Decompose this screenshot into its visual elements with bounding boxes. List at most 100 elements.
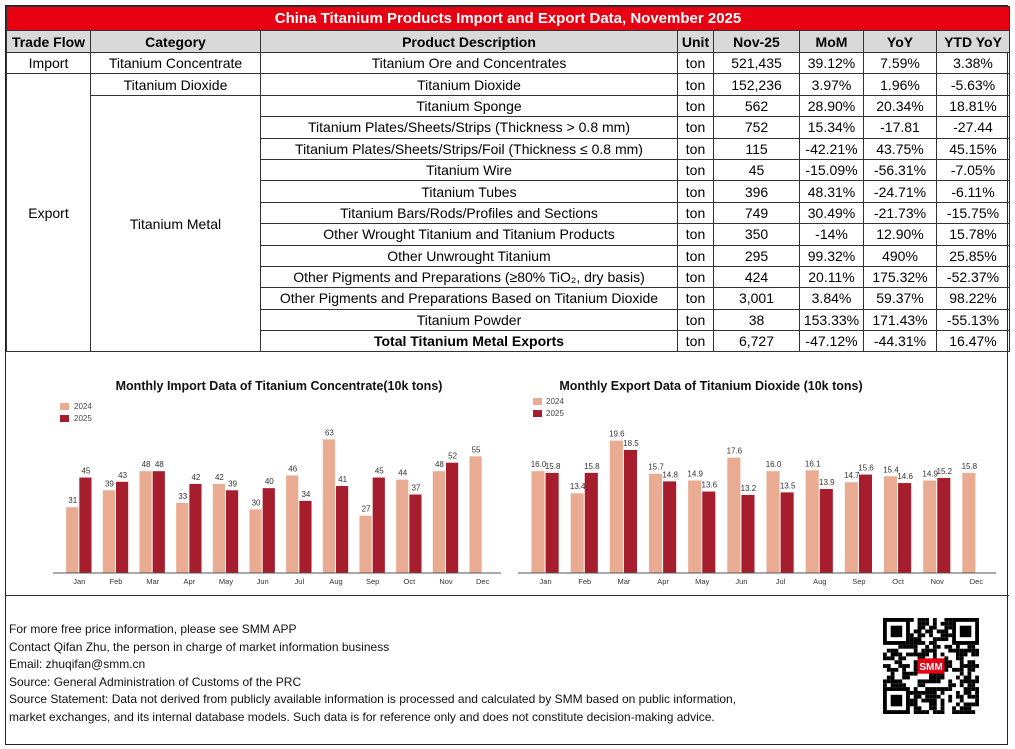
- qr-module: [932, 641, 937, 645]
- x-tick-label: Jan: [540, 577, 552, 586]
- data-label: 15.8: [545, 462, 561, 471]
- qr-module: [886, 664, 891, 668]
- qr-module: [959, 683, 964, 688]
- bar-2024: [805, 470, 819, 573]
- qr-module: [955, 656, 960, 661]
- qr-module: [952, 667, 956, 672]
- qr-module: [967, 660, 972, 665]
- qr-module: [932, 702, 937, 707]
- table-row: Other Pigments and Preparations Based on…: [7, 287, 1010, 310]
- x-tick-label: Sep: [366, 577, 379, 586]
- bar-2024: [66, 507, 79, 573]
- unit-cell: ton: [677, 73, 714, 96]
- bar-2025: [898, 483, 912, 573]
- qr-module: [948, 660, 953, 665]
- qr-module: [929, 625, 933, 630]
- product-cell: Titanium Tubes: [260, 180, 678, 203]
- yoy-cell: 20.34%: [863, 94, 937, 118]
- data-label: 19.6: [609, 430, 625, 439]
- qr-module: [929, 698, 933, 703]
- qr-module: [917, 694, 922, 699]
- qr-module: [917, 690, 922, 695]
- qr-module: [894, 667, 899, 672]
- table-row: Titanium Tubes ton 396 48.31% -24.71% -6.11%: [7, 180, 1010, 203]
- qr-module: [929, 694, 933, 699]
- unit-cell: ton: [677, 223, 714, 246]
- data-label: 40: [265, 477, 274, 486]
- qr-module: [948, 694, 953, 699]
- qr-module: [929, 675, 933, 680]
- report: China Titanium Products Import and Expor…: [5, 5, 1010, 745]
- qr-module: [894, 648, 899, 653]
- value-cell: 396: [713, 180, 800, 203]
- qr-module: [967, 694, 972, 699]
- column-header: Category: [90, 30, 261, 53]
- qr-module: [944, 687, 949, 691]
- qr-module: [925, 629, 930, 634]
- data-label: 30: [252, 498, 261, 507]
- qr-module: [940, 687, 945, 691]
- qr-module: [944, 618, 949, 622]
- table-row: Import Titanium Concentrate Titanium Ore a…: [6, 51, 1010, 75]
- qr-module: [932, 625, 937, 630]
- bar-2025: [780, 492, 794, 573]
- bar-2024: [102, 490, 115, 573]
- qr-module: [948, 621, 953, 626]
- bar-2025: [545, 472, 559, 573]
- qr-module: [971, 683, 976, 688]
- data-label: 41: [338, 475, 347, 484]
- value-cell: 350: [713, 223, 800, 246]
- table-row: Titanium Plates/Sheets/Strips (Thickness…: [7, 116, 1010, 139]
- qr-module: [944, 660, 949, 665]
- qr-module: [963, 706, 968, 711]
- qr-module: [963, 648, 968, 653]
- qr-code[interactable]: SMM: [883, 618, 979, 714]
- qr-module: [898, 644, 903, 649]
- data-label: 52: [448, 452, 457, 461]
- qr-module: [917, 652, 922, 657]
- qr-module: [925, 698, 930, 703]
- qr-module: [913, 671, 918, 676]
- qr-module: [971, 652, 976, 657]
- column-header: Unit: [677, 30, 714, 53]
- product-cell: Other Wrought Titanium and Titanium Prod…: [260, 223, 678, 246]
- qr-module: [898, 656, 903, 661]
- qr-module: [940, 675, 945, 680]
- qr-module: [967, 679, 972, 684]
- yoy-cell: -21.73%: [863, 201, 937, 225]
- qr-module: [971, 660, 976, 665]
- value-cell: 115: [713, 137, 800, 160]
- value-cell: 6,727: [713, 330, 800, 353]
- data-label: 39: [228, 479, 237, 488]
- qr-module: [940, 629, 945, 634]
- qr-module: [902, 644, 907, 649]
- qr-module: [952, 710, 956, 714]
- value-cell: 45: [713, 158, 800, 182]
- qr-module: [921, 690, 926, 695]
- qr-module: [944, 625, 949, 630]
- chart-title: Monthly Import Data of Titanium Concentr…: [116, 379, 443, 393]
- qr-module: [932, 648, 937, 653]
- qr-module: [955, 648, 960, 653]
- qr-module: [959, 648, 964, 653]
- qr-finder: [890, 625, 903, 638]
- bar-2024: [609, 440, 623, 573]
- qr-module: [967, 675, 972, 680]
- qr-module: [894, 660, 899, 665]
- qr-module: [917, 629, 922, 634]
- qr-module: [913, 687, 918, 691]
- value-cell: 424: [713, 265, 800, 289]
- product-cell: Titanium Plates/Sheets/Strips (Thickness…: [260, 116, 678, 139]
- qr-module: [971, 687, 976, 691]
- data-label: 33: [178, 492, 187, 501]
- bar-2024: [469, 456, 482, 573]
- qr-module: [940, 652, 945, 657]
- ytd-cell: -15.75%: [936, 201, 1010, 225]
- qr-module: [948, 625, 953, 630]
- qr-module: [902, 671, 907, 676]
- table-row: Other Unwrought Titanium ton 295 99.32% 490%…: [7, 244, 1010, 267]
- data-label: 43: [118, 471, 127, 480]
- footer-notes: For more free price information, please …: [9, 621, 736, 726]
- qr-module: [940, 690, 945, 695]
- data-label: 48: [435, 460, 444, 469]
